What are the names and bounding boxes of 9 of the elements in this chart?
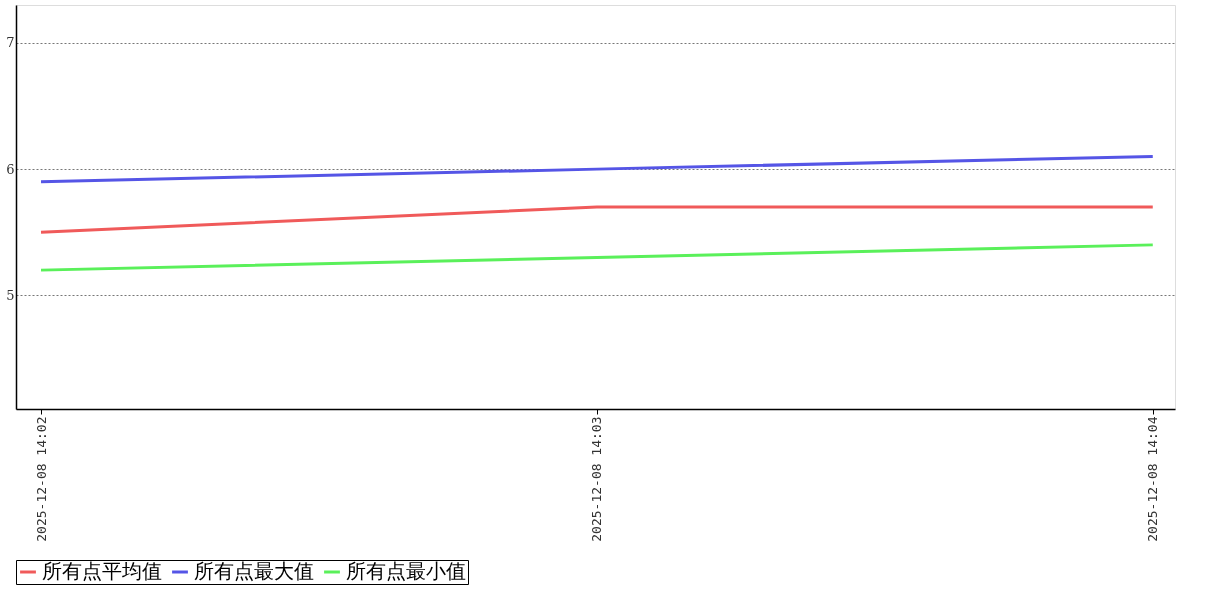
x-tick-label: 2025-12-08 14:02	[33, 416, 49, 542]
legend-label: 所有点最大值	[194, 559, 314, 583]
legend-label: 所有点最小值	[346, 559, 466, 583]
y-tick-label: 7	[6, 35, 15, 51]
y-tick-label: 5	[6, 287, 15, 303]
y-tick-label: 6	[6, 161, 15, 177]
legend-label: 所有点平均值	[42, 559, 162, 583]
x-tick-label: 2025-12-08 14:04	[1145, 416, 1161, 542]
x-tick-label: 2025-12-08 14:03	[589, 416, 605, 542]
